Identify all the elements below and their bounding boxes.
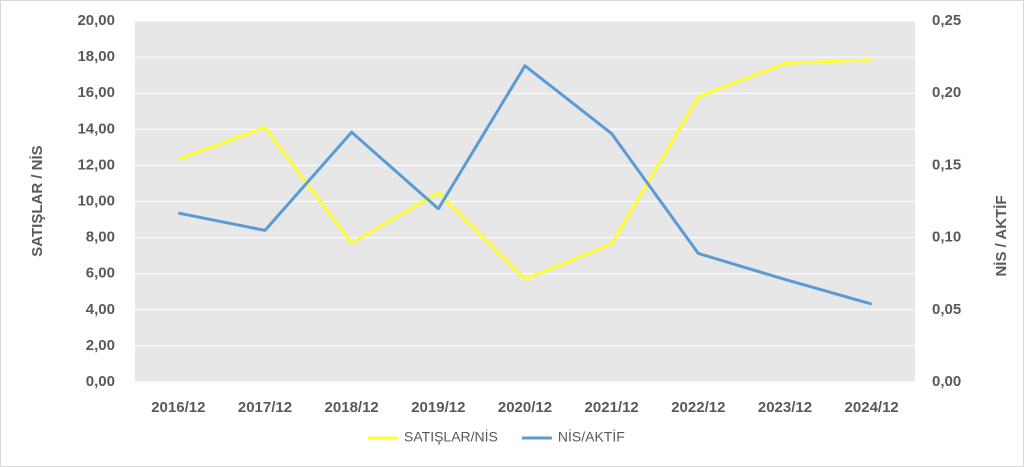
- y-tick-label: 6,00: [86, 265, 115, 282]
- x-tick-label: 2022/12: [671, 399, 725, 416]
- y-tick-label: 2,00: [86, 337, 115, 354]
- y2-tick-label: 0,25: [932, 12, 961, 29]
- y2-axis-title: NİS / AKTİF: [993, 195, 1010, 276]
- legend-label: SATIŞLAR/NİS: [404, 428, 498, 445]
- line-series: [178, 64, 873, 306]
- y2-tick-label: 0,10: [932, 229, 961, 246]
- line-series: [177, 58, 872, 281]
- legend-label: NİS/AKTİF: [558, 428, 625, 445]
- y2-tick-label: 0,05: [932, 301, 961, 318]
- y-tick-label: 14,00: [77, 120, 115, 137]
- y2-tick-label: 0,20: [932, 84, 961, 101]
- y-tick-label: 4,00: [86, 301, 115, 318]
- y-tick-label: 16,00: [77, 84, 115, 101]
- y2-tick-label: 0,00: [932, 373, 961, 390]
- y-tick-label: 10,00: [77, 192, 115, 209]
- x-tick-label: 2020/12: [498, 399, 552, 416]
- x-tick-label: 2018/12: [325, 399, 379, 416]
- y-tick-label: 0,00: [86, 373, 115, 390]
- y-tick-label: 8,00: [86, 229, 115, 246]
- x-tick-label: 2019/12: [411, 399, 465, 416]
- x-tick-label: 2024/12: [845, 399, 899, 416]
- x-tick-label: 2017/12: [238, 399, 292, 416]
- y-tick-label: 18,00: [77, 48, 115, 65]
- y-tick-label: 20,00: [77, 12, 115, 29]
- x-tick-label: 2023/12: [758, 399, 812, 416]
- y-axis-title: SATIŞLAR / NİS: [29, 145, 46, 256]
- y-tick-label: 12,00: [77, 156, 115, 173]
- x-tick-label: 2016/12: [151, 399, 205, 416]
- y2-tick-label: 0,15: [932, 156, 961, 173]
- x-tick-label: 2021/12: [585, 399, 639, 416]
